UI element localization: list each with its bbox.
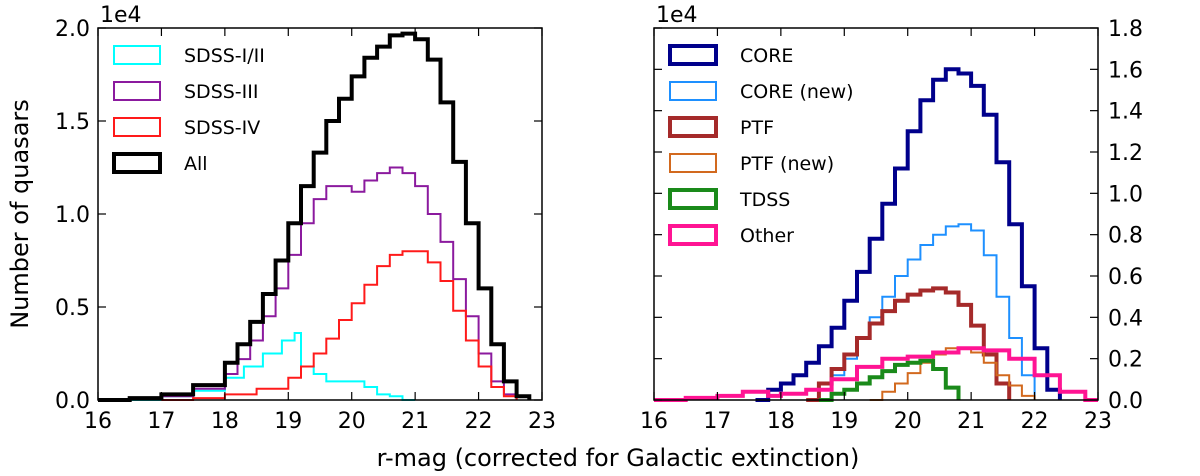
series-line-1 [755, 67, 1062, 402]
legend-entry: SDSS-IV [184, 117, 260, 139]
x-tick-label: 19 [830, 409, 858, 434]
legend-swatch [112, 152, 162, 174]
legend-swatch [668, 44, 718, 66]
legend-entry: PTF (new) [740, 153, 834, 175]
legend-swatch [668, 188, 718, 210]
y-tick-label: 0.0 [1108, 389, 1143, 414]
y-tick-label: 1.6 [1108, 58, 1143, 83]
x-tick-label: 18 [767, 409, 795, 434]
legend-swatch [113, 45, 161, 65]
legend-swatch [113, 81, 161, 101]
axis-scale-label: 1e4 [656, 3, 698, 28]
plot-frame [653, 27, 1099, 401]
y-tick-label: 1.4 [1108, 100, 1143, 125]
y-tick-label: 1.2 [1108, 141, 1143, 166]
x-tick-label: 20 [338, 409, 366, 434]
legend-swatch [669, 81, 717, 101]
x-tick-label: 16 [640, 409, 668, 434]
legend-swatch [668, 224, 718, 246]
y-axis-label: Number of quasars [6, 99, 34, 329]
x-tick-label: 17 [703, 409, 731, 434]
legend-entry: All [184, 153, 208, 175]
y-tick-label: 0.2 [1108, 348, 1143, 373]
x-tick-label: 23 [1084, 409, 1112, 434]
y-tick-label: 0.4 [1108, 306, 1143, 331]
legend-entry: SDSS-III [184, 81, 258, 103]
x-tick-label: 20 [894, 409, 922, 434]
x-tick-label: 17 [147, 409, 175, 434]
series-line-1 [98, 332, 416, 401]
legend-entry: CORE [740, 45, 793, 67]
legend-entry: TDSS [739, 189, 790, 211]
chart-panel-2: 16 17 18 19 20 21 22 230.0 0.2 0.4 0.6 0.8 1.0 1.2 1.4… [640, 3, 1143, 434]
series-line-5 [818, 358, 961, 402]
x-tick-label: 18 [211, 409, 239, 434]
y-tick-label: 0.6 [1108, 265, 1143, 290]
y-tick-label: 1.8 [1108, 17, 1143, 42]
x-tick-label: 19 [274, 409, 302, 434]
y-tick-label: 1.0 [1108, 182, 1143, 207]
legend-entry: PTF [740, 117, 774, 139]
y-tick-label: 0.8 [1108, 224, 1143, 249]
x-tick-label: 22 [1021, 409, 1049, 434]
legend-swatch [669, 153, 717, 173]
series-line-4 [869, 347, 1036, 401]
x-tick-label: 21 [957, 409, 985, 434]
series-line-3 [806, 286, 1012, 402]
legend-entry: SDSS-I/II [184, 45, 265, 67]
y-tick-label: 1.5 [55, 110, 90, 135]
y-tick-label: 0.5 [55, 296, 90, 321]
shared-x-axis-label: r-mag (corrected for Galactic extinction… [377, 444, 860, 472]
x-tick-label: 23 [528, 409, 556, 434]
legend-entry: Other [740, 225, 794, 247]
y-tick-label: 2.0 [55, 17, 90, 42]
y-tick-label: 1.0 [55, 203, 90, 228]
series-line-4 [98, 31, 532, 402]
x-tick-label: 16 [84, 409, 112, 434]
plot-frame [97, 27, 543, 401]
axis-scale-label: 1e4 [100, 3, 142, 28]
legend-entry: CORE (new) [740, 81, 854, 103]
series-line-2 [98, 166, 518, 401]
y-tick-label: 0.0 [55, 389, 90, 414]
legend-swatch [668, 116, 718, 138]
x-tick-label: 22 [465, 409, 493, 434]
series-line-3 [161, 250, 518, 401]
legend-swatch [113, 117, 161, 137]
x-tick-label: 21 [401, 409, 429, 434]
chart-panel-1: 16 17 18 19 20 21 22 23 0.0 0.5 1.0 1.5 2.0 1e4 Number… [6, 3, 556, 434]
series-line-6 [654, 346, 1098, 402]
